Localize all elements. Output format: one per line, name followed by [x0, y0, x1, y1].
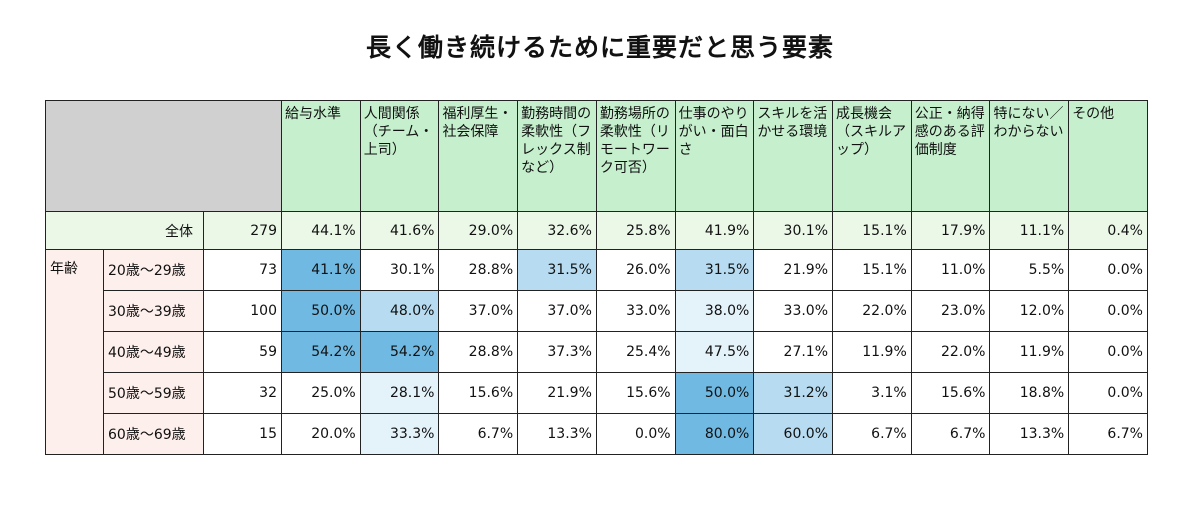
column-header: 福利厚生・社会保障: [438, 100, 519, 212]
value-cell: 54.2%: [281, 331, 361, 373]
value-cell: 15.1%: [832, 211, 912, 250]
value-cell: 6.7%: [832, 413, 912, 455]
value-cell: 33.0%: [753, 290, 834, 332]
value-cell: 54.2%: [359, 331, 440, 373]
value-cell: 33.3%: [359, 413, 440, 455]
column-header: 仕事のやりがい・面白さ: [674, 100, 755, 212]
value-cell: 22.0%: [832, 290, 912, 332]
value-cell: 5.5%: [989, 249, 1070, 291]
value-cell: 0.0%: [1068, 372, 1148, 414]
column-header: 給与水準: [281, 100, 361, 212]
value-cell: 60.0%: [753, 413, 834, 455]
value-cell: 37.0%: [517, 290, 597, 332]
value-cell: 0.0%: [595, 413, 676, 455]
sample-size: 73: [203, 249, 282, 291]
table-row: 30歳～39歳 100 50.0% 48.0% 37.0% 37.0% 33.0% 38.0%…: [46, 290, 1148, 332]
value-cell: 28.8%: [438, 249, 519, 291]
value-cell: 37.3%: [517, 331, 597, 373]
column-header: スキルを活かせる環境: [753, 100, 834, 212]
table-row: 全体 279 44.1% 41.6% 29.0% 32.6% 25.8% 41.9% 30.1%…: [45, 211, 1148, 250]
column-header: 人間関係（チーム・上司）: [359, 100, 440, 212]
row-label: 40歳～49歳: [103, 331, 204, 373]
value-cell: 12.0%: [989, 290, 1070, 332]
data-table: 給与水準 人間関係（チーム・上司） 福利厚生・社会保障 勤務時間の柔軟性（フレックス制…: [45, 100, 1148, 455]
row-label: 20歳～29歳: [103, 249, 204, 291]
value-cell: 32.6%: [517, 211, 597, 250]
value-cell: 15.1%: [832, 249, 912, 291]
value-cell: 11.0%: [910, 249, 991, 291]
value-cell: 41.9%: [674, 211, 755, 250]
sample-size: 279: [203, 211, 282, 250]
sample-size: 32: [203, 372, 282, 414]
value-cell: 15.6%: [910, 372, 991, 414]
column-header: その他: [1068, 100, 1148, 212]
value-cell: 17.9%: [910, 211, 991, 250]
value-cell: 29.0%: [438, 211, 519, 250]
value-cell: 0.0%: [1068, 290, 1148, 332]
value-cell: 44.1%: [281, 211, 361, 250]
value-cell: 18.8%: [989, 372, 1070, 414]
sample-size: 59: [203, 331, 282, 373]
value-cell: 33.0%: [595, 290, 676, 332]
value-cell: 31.2%: [753, 372, 834, 414]
value-cell: 41.6%: [359, 211, 440, 250]
column-header: 勤務場所の柔軟性（リモートワーク可否）: [595, 100, 676, 212]
value-cell: 22.0%: [910, 331, 991, 373]
value-cell: 50.0%: [281, 290, 361, 332]
row-label: 30歳～39歳: [103, 290, 204, 332]
value-cell: 48.0%: [359, 290, 440, 332]
value-cell: 6.7%: [1068, 413, 1148, 455]
value-cell: 20.0%: [281, 413, 361, 455]
value-cell: 28.1%: [359, 372, 440, 414]
value-cell: 23.0%: [910, 290, 991, 332]
value-cell: 11.9%: [989, 331, 1070, 373]
column-header: 成長機会（スキルアップ）: [832, 100, 912, 212]
value-cell: 13.3%: [989, 413, 1070, 455]
value-cell: 31.5%: [674, 249, 755, 291]
sample-size: 15: [203, 413, 282, 455]
value-cell: 6.7%: [438, 413, 519, 455]
table-row: 50歳～59歳 32 25.0% 28.1% 15.6% 21.9% 15.6% 50.0% 3…: [46, 372, 1148, 414]
value-cell: 30.1%: [753, 211, 834, 250]
page-title: 長く働き続けるために重要だと思う要素: [365, 33, 834, 62]
value-cell: 11.9%: [832, 331, 912, 373]
value-cell: 28.8%: [438, 331, 519, 373]
value-cell: 25.0%: [281, 372, 361, 414]
value-cell: 27.1%: [753, 331, 834, 373]
value-cell: 15.6%: [438, 372, 519, 414]
value-cell: 37.0%: [438, 290, 519, 332]
table-row: 年齢 20歳～29歳 73 41.1% 30.1% 28.8% 31.5% 26.0% 31.5…: [45, 249, 1148, 455]
value-cell: 15.6%: [595, 372, 676, 414]
value-cell: 0.0%: [1068, 249, 1148, 291]
value-cell: 50.0%: [674, 372, 755, 414]
table-row: 60歳～69歳 15 20.0% 33.3% 6.7% 13.3% 0.0% 80.0% 60.…: [46, 413, 1148, 455]
value-cell: 25.4%: [595, 331, 676, 373]
value-cell: 3.1%: [832, 372, 912, 414]
column-header: 勤務時間の柔軟性（フレックス制など）: [517, 100, 597, 212]
value-cell: 26.0%: [595, 249, 676, 291]
row-label: 60歳～69歳: [103, 413, 204, 455]
sample-size: 100: [203, 290, 282, 332]
value-cell: 30.1%: [359, 249, 440, 291]
row-label: 50歳～59歳: [103, 372, 204, 414]
value-cell: 21.9%: [517, 372, 597, 414]
value-cell: 47.5%: [674, 331, 755, 373]
group-label: 年齢: [45, 249, 104, 455]
value-cell: 31.5%: [517, 249, 597, 291]
column-header: 特にない／わからない: [989, 100, 1070, 212]
header-blank: [45, 100, 282, 212]
column-header: 公正・納得感のある評価制度: [910, 100, 991, 212]
value-cell: 11.1%: [989, 211, 1070, 250]
row-label: 全体: [45, 211, 204, 250]
value-cell: 6.7%: [910, 413, 991, 455]
table-row: 40歳～49歳 59 54.2% 54.2% 28.8% 37.3% 25.4% 47.5% 2…: [46, 331, 1148, 373]
value-cell: 25.8%: [595, 211, 676, 250]
value-cell: 0.0%: [1068, 331, 1148, 373]
value-cell: 38.0%: [674, 290, 755, 332]
value-cell: 21.9%: [753, 249, 834, 291]
value-cell: 13.3%: [517, 413, 597, 455]
value-cell: 80.0%: [674, 413, 755, 455]
value-cell: 41.1%: [281, 249, 361, 291]
value-cell: 0.4%: [1068, 211, 1148, 250]
